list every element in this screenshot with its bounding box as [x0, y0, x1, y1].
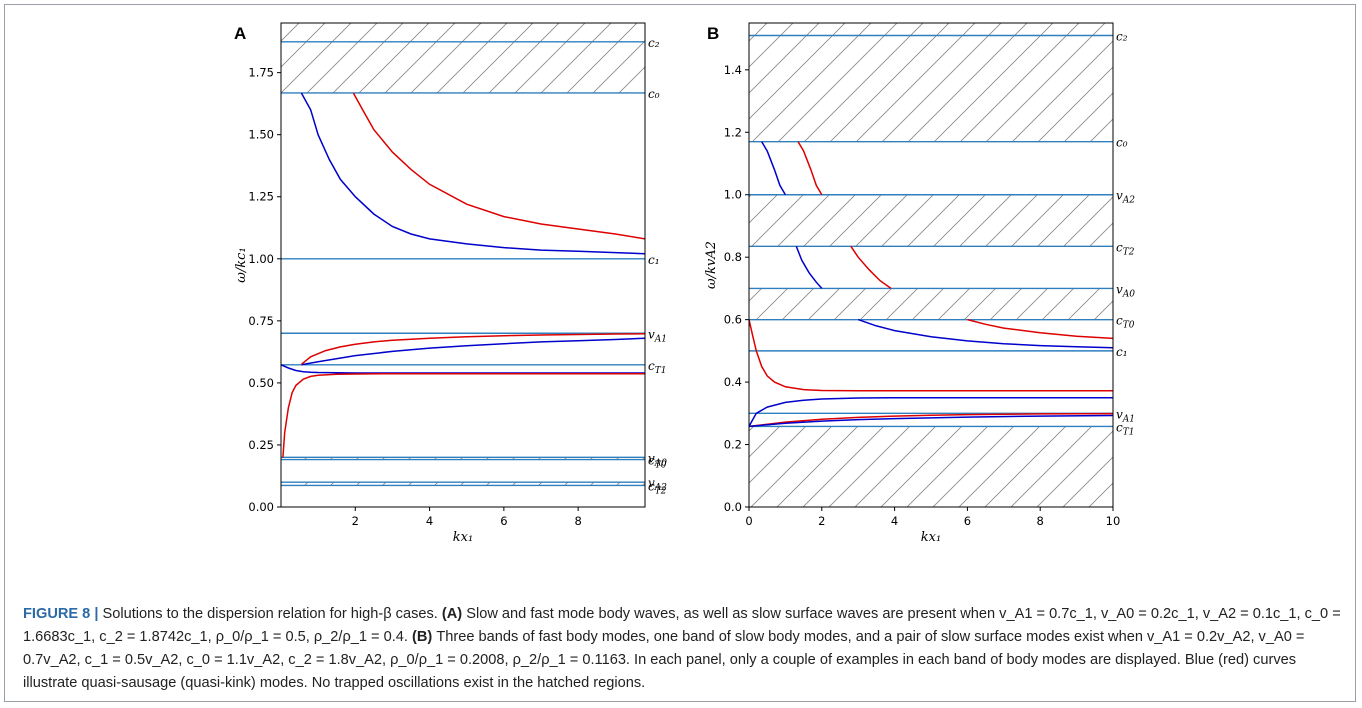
reference-line-label-a-2: c₁ — [648, 253, 660, 267]
y-tick-label-b-1: 0.2 — [724, 438, 742, 452]
reference-line-label-a-0: c₂ — [648, 36, 660, 50]
reference-line-label-b-0: c₂ — [1116, 29, 1128, 43]
x-tick-label-b-5: 10 — [1106, 514, 1121, 528]
reference-line-label-a-4: cT1 — [648, 359, 666, 376]
series-line-a-2 — [301, 337, 646, 366]
reference-line-label-b-5: cT0 — [1116, 314, 1135, 331]
series-line-a-5 — [282, 372, 645, 458]
reference-line-label-b-4: vA0 — [1116, 282, 1135, 299]
x-axis-label-b: kx₁ — [921, 530, 941, 545]
caption-figure-label: FIGURE 8 | — [23, 606, 99, 622]
caption-panel-a-label: (A) — [441, 606, 463, 622]
series-line-a-1 — [352, 92, 646, 240]
y-tick-label-a-3: 0.75 — [248, 314, 274, 328]
y-tick-label-b-7: 1.4 — [724, 63, 742, 77]
x-tick-label-b-3: 6 — [964, 514, 971, 528]
hatched-band-a-0 — [281, 23, 645, 93]
reference-line-label-a-8: cT2 — [648, 479, 667, 496]
series-line-a-4 — [280, 364, 645, 374]
hatched-band-b-2 — [749, 288, 1113, 320]
series-line-b-6 — [748, 319, 1113, 392]
axes-frame-a — [280, 22, 646, 508]
y-tick-label-b-4: 0.8 — [724, 250, 742, 264]
figure-frame: c₂ c₀ c₁ vA1 cT1 vA0 cT0 vA2 cT2 2 4 6 8 0.00 0.25 0.50… — [4, 4, 1356, 702]
y-tick-label-a-5: 1.25 — [248, 190, 274, 204]
hatched-band-b-3 — [749, 426, 1113, 507]
reference-line-label-b-1: c₀ — [1116, 136, 1128, 150]
reference-line-label-b-2: vA2 — [1116, 189, 1135, 206]
figure-caption: FIGURE 8 | Solutions to the dispersion r… — [23, 603, 1349, 695]
y-tick-label-b-6: 1.2 — [724, 125, 742, 139]
x-tick-label-a-1: 4 — [426, 514, 433, 528]
series-line-b-3 — [850, 245, 892, 290]
x-tick-label-a-2: 6 — [500, 514, 507, 528]
reference-line-label-b-8: cT1 — [1116, 420, 1134, 437]
y-axis-label-b: ω/kvA2 — [704, 241, 719, 289]
y-tick-label-a-4: 1.00 — [248, 252, 274, 266]
y-tick-label-b-0: 0.0 — [724, 500, 742, 514]
x-axis-label-a: kx₁ — [453, 530, 473, 545]
series-line-b-2 — [795, 246, 823, 289]
panel-letter-b: B — [707, 24, 719, 43]
y-tick-label-a-6: 1.50 — [248, 128, 274, 142]
x-tick-label-b-1: 2 — [818, 514, 825, 528]
y-tick-label-b-5: 1.0 — [724, 188, 742, 202]
series-line-b-4 — [857, 318, 1114, 349]
caption-panel-a-text: Slow and fast mode body waves, as well a… — [23, 606, 1341, 645]
series-line-a-3 — [300, 333, 646, 365]
series-line-b-1 — [797, 141, 823, 196]
y-tick-label-a-2: 0.50 — [248, 376, 274, 390]
x-tick-label-b-4: 8 — [1037, 514, 1044, 528]
reference-line-label-b-7: vA1 — [1116, 407, 1135, 424]
series-line-b-5 — [967, 318, 1114, 340]
y-tick-label-a-0: 0.00 — [248, 500, 274, 514]
hatched-band-a-2 — [281, 482, 645, 486]
series-line-b-7 — [748, 396, 1113, 427]
axes-frame-b — [748, 22, 1114, 508]
x-tick-label-b-2: 4 — [891, 514, 898, 528]
caption-panel-b-text: Three bands of fast body modes, one band… — [23, 629, 1305, 691]
caption-panel-b-label: (B) — [412, 629, 433, 645]
series-line-b-9 — [748, 414, 1114, 428]
series-line-b-8 — [748, 412, 1114, 428]
hatched-band-b-0 — [749, 23, 1113, 142]
caption-intro: Solutions to the dispersion relation for… — [102, 606, 438, 622]
reference-line-label-a-3: vA1 — [648, 327, 667, 344]
series-line-a-0 — [300, 92, 646, 255]
reference-line-label-a-7: vA2 — [648, 476, 667, 493]
x-tick-label-a-3: 8 — [574, 514, 581, 528]
x-tick-label-b-0: 0 — [745, 514, 752, 528]
series-line-b-0 — [761, 141, 787, 196]
reference-line-label-a-1: c₀ — [648, 87, 660, 101]
hatched-band-b-1 — [749, 194, 1113, 247]
reference-line-label-b-6: c₁ — [1116, 345, 1128, 359]
x-tick-label-a-0: 2 — [352, 514, 359, 528]
y-tick-label-a-7: 1.75 — [248, 66, 274, 80]
hatched-band-a-1 — [281, 457, 645, 460]
panel-letter-a: A — [234, 24, 246, 43]
y-tick-label-b-3: 0.6 — [724, 313, 742, 327]
y-tick-label-a-1: 0.25 — [248, 438, 274, 452]
y-tick-label-b-2: 0.4 — [724, 375, 742, 389]
reference-line-label-a-5: vA0 — [648, 451, 667, 468]
y-axis-label-a: ω/kc₁ — [234, 247, 249, 282]
reference-line-label-b-3: cT2 — [1116, 240, 1135, 257]
reference-line-label-a-6: cT0 — [648, 454, 667, 471]
